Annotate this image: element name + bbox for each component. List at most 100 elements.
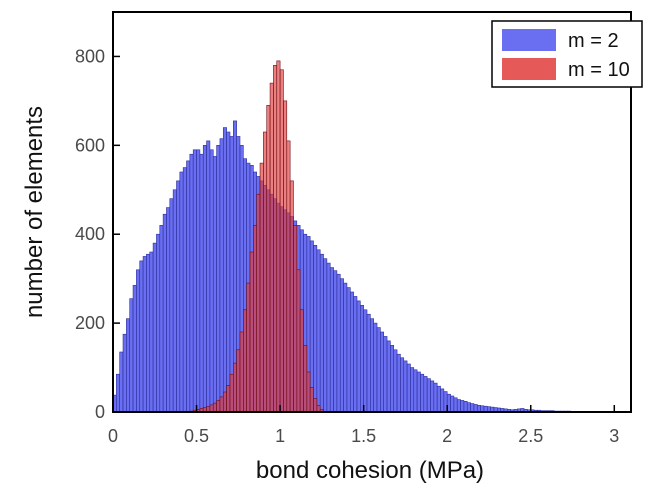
bar-m10 (236, 349, 241, 413)
bar-m2 (456, 399, 461, 413)
x-tick-label: 3 (609, 426, 619, 446)
bar-m2 (156, 233, 161, 413)
bar-m2 (186, 160, 191, 413)
x-tick-label: 2 (442, 426, 452, 446)
legend: m = 2 m = 10 (491, 20, 643, 88)
series-m10-bars (189, 60, 324, 413)
bar-m2 (166, 207, 171, 413)
bar-m2 (126, 318, 131, 413)
bar-m2 (430, 380, 435, 413)
bar-m2 (393, 349, 398, 413)
bar-m2 (420, 373, 425, 413)
bar-m10 (233, 362, 237, 413)
bar-m2 (132, 285, 137, 413)
bar-m2 (343, 282, 348, 413)
bar-m10 (212, 402, 217, 413)
bar-m2 (423, 376, 428, 413)
bar-m2 (316, 249, 321, 413)
bar-m10 (273, 65, 278, 413)
bar-m2 (116, 373, 120, 413)
bar-m2 (406, 363, 411, 413)
bar-m2 (146, 253, 151, 413)
bar-m10 (229, 373, 234, 413)
bar-m2 (182, 167, 187, 413)
y-tick-label: 0 (95, 402, 105, 422)
bar-m2 (436, 385, 441, 413)
bar-m2 (460, 400, 465, 413)
bar-m10 (289, 180, 294, 413)
legend-swatch-m2 (502, 29, 556, 51)
bar-m10 (222, 391, 227, 413)
bar-m2 (466, 402, 471, 413)
bar-m10 (256, 193, 261, 413)
x-axis-ticks: 0 0.5 1 1.5 2 2.5 3 (108, 405, 619, 446)
bar-m2 (380, 331, 384, 413)
y-tick-label: 600 (75, 135, 105, 155)
bar-m10 (299, 309, 304, 413)
bar-m2 (476, 405, 481, 413)
y-axis-ticks: 0 200 400 600 800 (75, 46, 120, 422)
bar-m2 (212, 156, 217, 413)
bar-m10 (209, 404, 214, 413)
bar-m2 (209, 149, 214, 413)
legend-label-m10: m = 10 (568, 59, 630, 81)
x-tick-label: 2.5 (518, 426, 543, 446)
bar-m2 (179, 171, 184, 413)
bar-m2 (199, 153, 204, 413)
bar-m2 (373, 322, 378, 413)
x-axis-label: bond cohesion (MPa) (256, 457, 484, 484)
bar-m2 (192, 149, 197, 413)
bar-m10 (263, 131, 268, 413)
bar-m2 (339, 278, 344, 413)
bar-m10 (226, 385, 231, 413)
bar-m10 (296, 269, 301, 413)
bar-m2 (353, 296, 358, 413)
x-tick-label: 1.5 (351, 426, 376, 446)
bar-m2 (149, 251, 154, 413)
bar-m2 (396, 353, 401, 413)
bar-m10 (279, 69, 284, 413)
bar-m2 (226, 131, 231, 413)
bar-m2 (453, 397, 458, 413)
bar-m2 (333, 270, 338, 413)
axes-frame (112, 11, 632, 413)
bar-m2 (366, 313, 371, 413)
bar-m2 (410, 367, 415, 413)
bar-m10 (269, 82, 274, 413)
bar-m10 (216, 400, 221, 413)
series-m2-bars (112, 120, 618, 413)
bar-m2 (319, 253, 324, 413)
bar-m10 (316, 405, 321, 413)
bar-m10 (266, 105, 271, 413)
y-tick-label: 800 (75, 46, 105, 66)
bar-m2 (122, 333, 127, 413)
bar-m2 (222, 127, 227, 413)
legend-label-m2: m = 2 (568, 30, 619, 52)
bar-m2 (129, 298, 134, 413)
bar-m2 (172, 189, 177, 413)
bar-m2 (416, 371, 421, 413)
bar-m10 (246, 282, 251, 413)
bar-m2 (206, 140, 211, 413)
bar-m10 (239, 331, 244, 413)
bar-m2 (356, 300, 361, 413)
x-tick-label: 0 (108, 426, 118, 446)
bar-m2 (370, 318, 374, 413)
bar-m2 (433, 382, 438, 413)
bar-m10 (306, 371, 311, 413)
bar-m10 (249, 251, 254, 413)
bar-m2 (152, 242, 157, 413)
bar-m2 (313, 245, 318, 413)
bar-m10 (313, 398, 318, 413)
bar-m2 (162, 213, 167, 413)
bar-m2 (169, 198, 174, 413)
bar-m10 (259, 162, 264, 413)
bar-m2 (376, 327, 381, 413)
bar-m2 (359, 305, 364, 413)
bar-m2 (383, 336, 388, 413)
bar-m2 (349, 291, 354, 413)
y-tick-label: 400 (75, 224, 105, 244)
bar-m2 (426, 378, 431, 413)
